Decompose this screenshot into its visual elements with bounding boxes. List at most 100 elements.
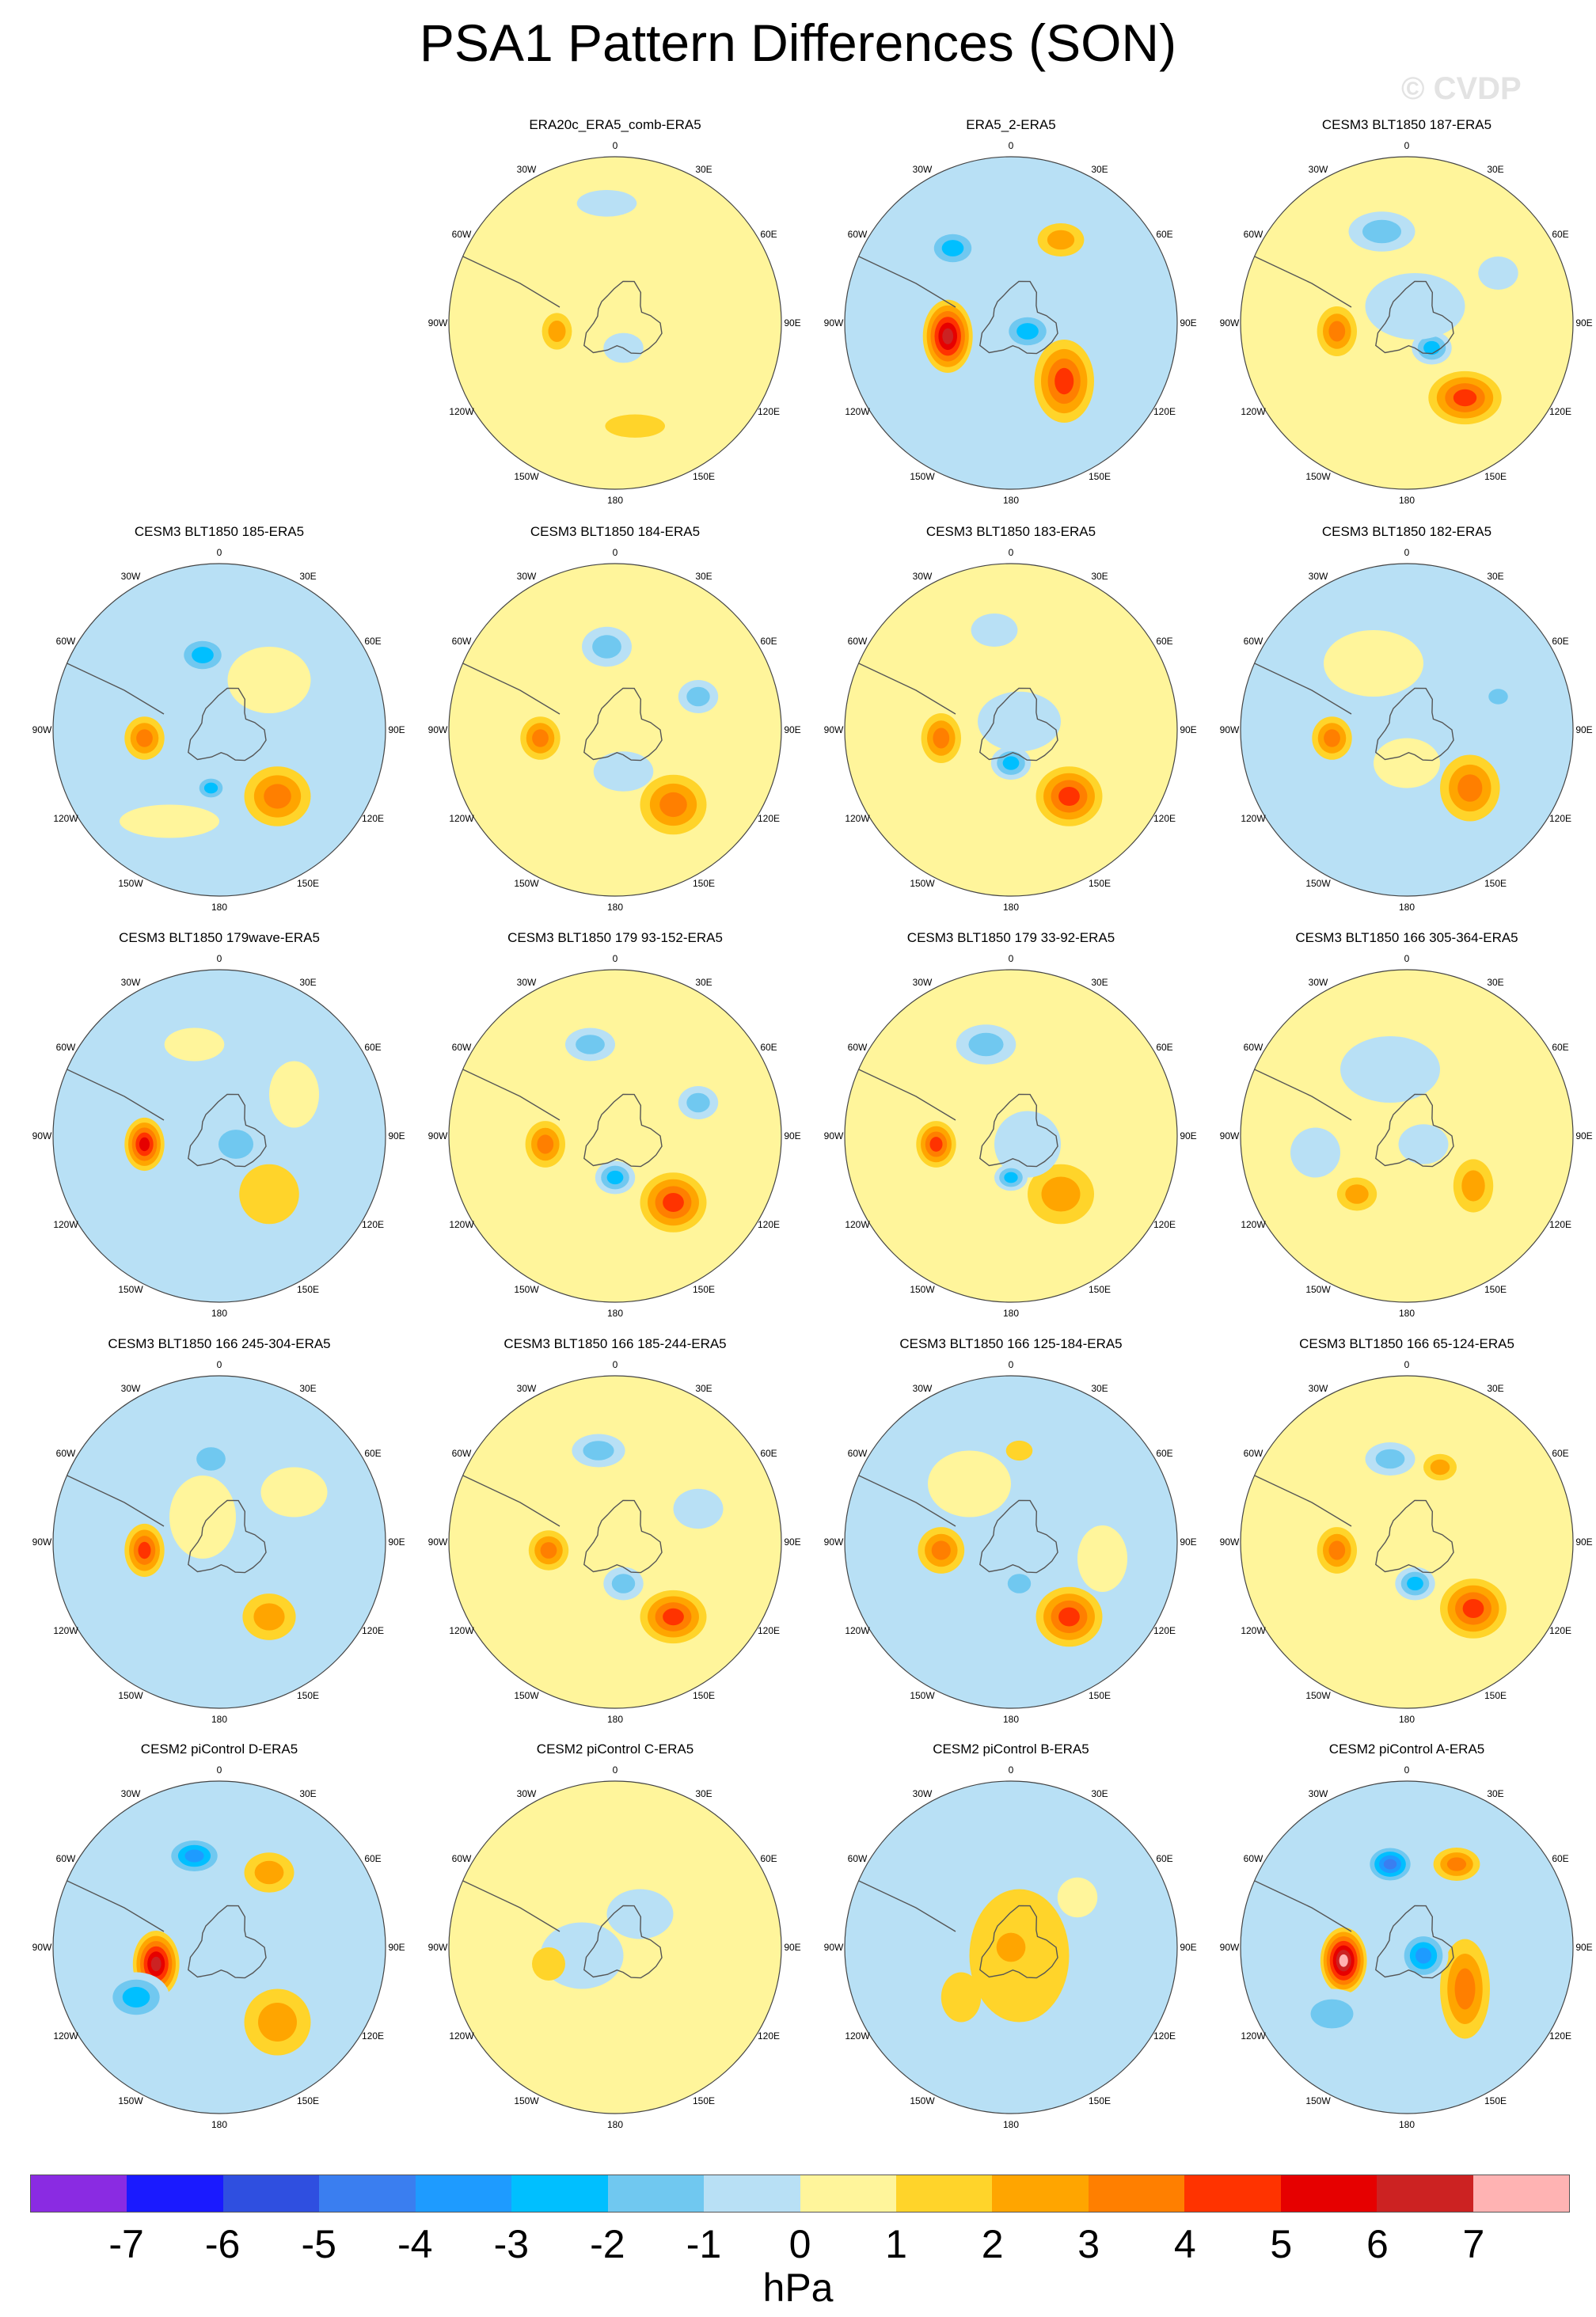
map-background (449, 970, 781, 1302)
longitude-label: 150E (693, 878, 715, 889)
longitude-label: 120E (1153, 1219, 1176, 1230)
longitude-label: 0 (217, 953, 222, 964)
polar-map: 0 30E 60E 90E 120E 150E 180 150W 120W 90W 60W 30W (32, 953, 405, 1319)
contour-fill (686, 1092, 710, 1113)
longitude-label: 120W (1241, 1625, 1266, 1636)
map-panel: CESM2 piControl D-ERA5 0 30E 60E 90E 120E 150E… (32, 1742, 405, 2141)
contour-fill (169, 1476, 236, 1559)
longitude-label: 0 (1009, 140, 1014, 151)
longitude-label: 120E (1153, 1625, 1176, 1636)
colorbar-swatch (1184, 2175, 1281, 2212)
map-panel: CESM3 BLT1850 182-ERA5 0 30E 60E 90E 120E 150E… (1220, 524, 1593, 924)
longitude-label: 120E (362, 1625, 384, 1636)
longitude-label: 30W (121, 1383, 141, 1394)
map-border (448, 563, 782, 897)
contour-fill (136, 1186, 169, 1236)
longitude-label: 0 (613, 1764, 618, 1776)
longitude-label: 90E (784, 1536, 800, 1548)
longitude-label: 150E (1089, 1284, 1111, 1295)
longitude-label: 30E (1487, 164, 1503, 175)
contour-fill (1007, 1574, 1032, 1593)
colorbar-tick-label: -2 (590, 2222, 625, 2266)
longitude-label: 90E (388, 1130, 405, 1141)
colorbar-labels: -7 -6 -5 -4 -3 -2 -1 0 1 2 3 4 5 6 7 (0, 2220, 1596, 2268)
map-panel: CESM2 piControl C-ERA5 0 30E 60E 90E 120E 150E… (428, 1742, 801, 2141)
longitude-label: 120E (1153, 406, 1176, 417)
coastline (583, 1499, 663, 1574)
longitude-label: 150W (910, 878, 935, 889)
contour-fill (1415, 1947, 1432, 1964)
longitude-label: 60E (1156, 1448, 1172, 1459)
colorbar-tick-label: 3 (1077, 2222, 1100, 2266)
contour-fill (138, 1541, 151, 1559)
longitude-label: 30E (1091, 1383, 1108, 1394)
colorbar-tick-label: 1 (885, 2222, 907, 2266)
longitude-label: 90E (1575, 317, 1592, 329)
longitude-label: 90E (1575, 1942, 1592, 1953)
contour-fill (260, 1467, 328, 1517)
coastline (452, 1470, 560, 1527)
longitude-label: 150E (297, 1284, 319, 1295)
longitude-label: 60E (1552, 1042, 1568, 1053)
contour-fill (1057, 1877, 1098, 1918)
longitude-label: 150W (1305, 2095, 1331, 2106)
panel-title: CESM2 piControl C-ERA5 (536, 1742, 694, 1757)
colorbar-swatch (127, 2175, 223, 2212)
longitude-label: 150E (693, 1284, 715, 1295)
longitude-label: 150W (514, 2095, 539, 2106)
longitude-label: 30W (1309, 1383, 1328, 1394)
contour-fill (1374, 738, 1440, 788)
longitude-label: 30W (1309, 1788, 1328, 1799)
longitude-label: 120W (53, 813, 78, 824)
map-panel: CESM3 BLT1850 183-ERA5 0 30E 60E 90E 120E 150E… (824, 524, 1197, 924)
polar-map: 0 30E 60E 90E 120E 150E 180 150W 120W 90W 60W 30W (32, 547, 405, 913)
longitude-label: 60E (364, 636, 381, 647)
map-border (1240, 156, 1574, 490)
contour-fill (1339, 1954, 1348, 1967)
coastline (188, 1499, 267, 1574)
contour-fill (1041, 1176, 1081, 1212)
map-border (844, 1780, 1178, 2114)
panel-title: CESM3 BLT1850 187-ERA5 (1321, 117, 1492, 132)
map-background (53, 564, 386, 896)
contour-fill (1077, 1525, 1127, 1592)
map-border (52, 563, 386, 897)
colorbar-swatch (511, 2175, 608, 2212)
colorbar-tick-label: -3 (493, 2222, 530, 2266)
contour-fill (1324, 729, 1340, 747)
longitude-label: 30E (1487, 1788, 1503, 1799)
longitude-label: 30W (517, 1788, 537, 1799)
contour-fill (139, 1137, 150, 1152)
coastline (979, 1905, 1058, 1979)
longitude-label: 120E (1549, 1219, 1571, 1230)
longitude-label: 60E (760, 1448, 777, 1459)
longitude-label: 90E (1180, 317, 1196, 329)
colorbar-swatch (415, 2175, 512, 2212)
contour-fill (532, 729, 549, 747)
longitude-label: 150W (118, 2095, 143, 2106)
contour-fill (1345, 1184, 1369, 1204)
map-border (844, 1375, 1178, 1709)
map-background (449, 157, 781, 489)
coastline (1244, 1470, 1352, 1527)
contour-fill (1383, 1859, 1397, 1870)
contour-fill (1423, 340, 1440, 355)
longitude-label: 180 (1399, 902, 1415, 913)
map-panel: CESM3 BLT1850 166 185-244-ERA5 0 30E 60E 90E… (428, 1336, 801, 1736)
contour-fill (218, 1130, 254, 1159)
map-background (845, 1376, 1177, 1708)
colorbar-units: hPa (762, 2266, 834, 2310)
longitude-label: 120W (1241, 813, 1266, 824)
contour-fill (164, 1027, 225, 1062)
panel-title: ERA20c_ERA5_comb-ERA5 (529, 117, 701, 132)
longitude-label: 150E (693, 1690, 715, 1701)
panel-title: CESM2 piControl A-ERA5 (1328, 1742, 1485, 1757)
colorbar (30, 2175, 1570, 2213)
longitude-label: 90E (388, 1942, 405, 1953)
longitude-label: 60E (760, 229, 777, 240)
longitude-label: 60E (1552, 1853, 1568, 1864)
coastline (1375, 1499, 1454, 1574)
polar-map: 0 30E 60E 90E 120E 150E 180 150W 120W 90W 60W 30W (824, 953, 1197, 1319)
contour-fill (227, 647, 311, 713)
longitude-label: 0 (613, 953, 618, 964)
